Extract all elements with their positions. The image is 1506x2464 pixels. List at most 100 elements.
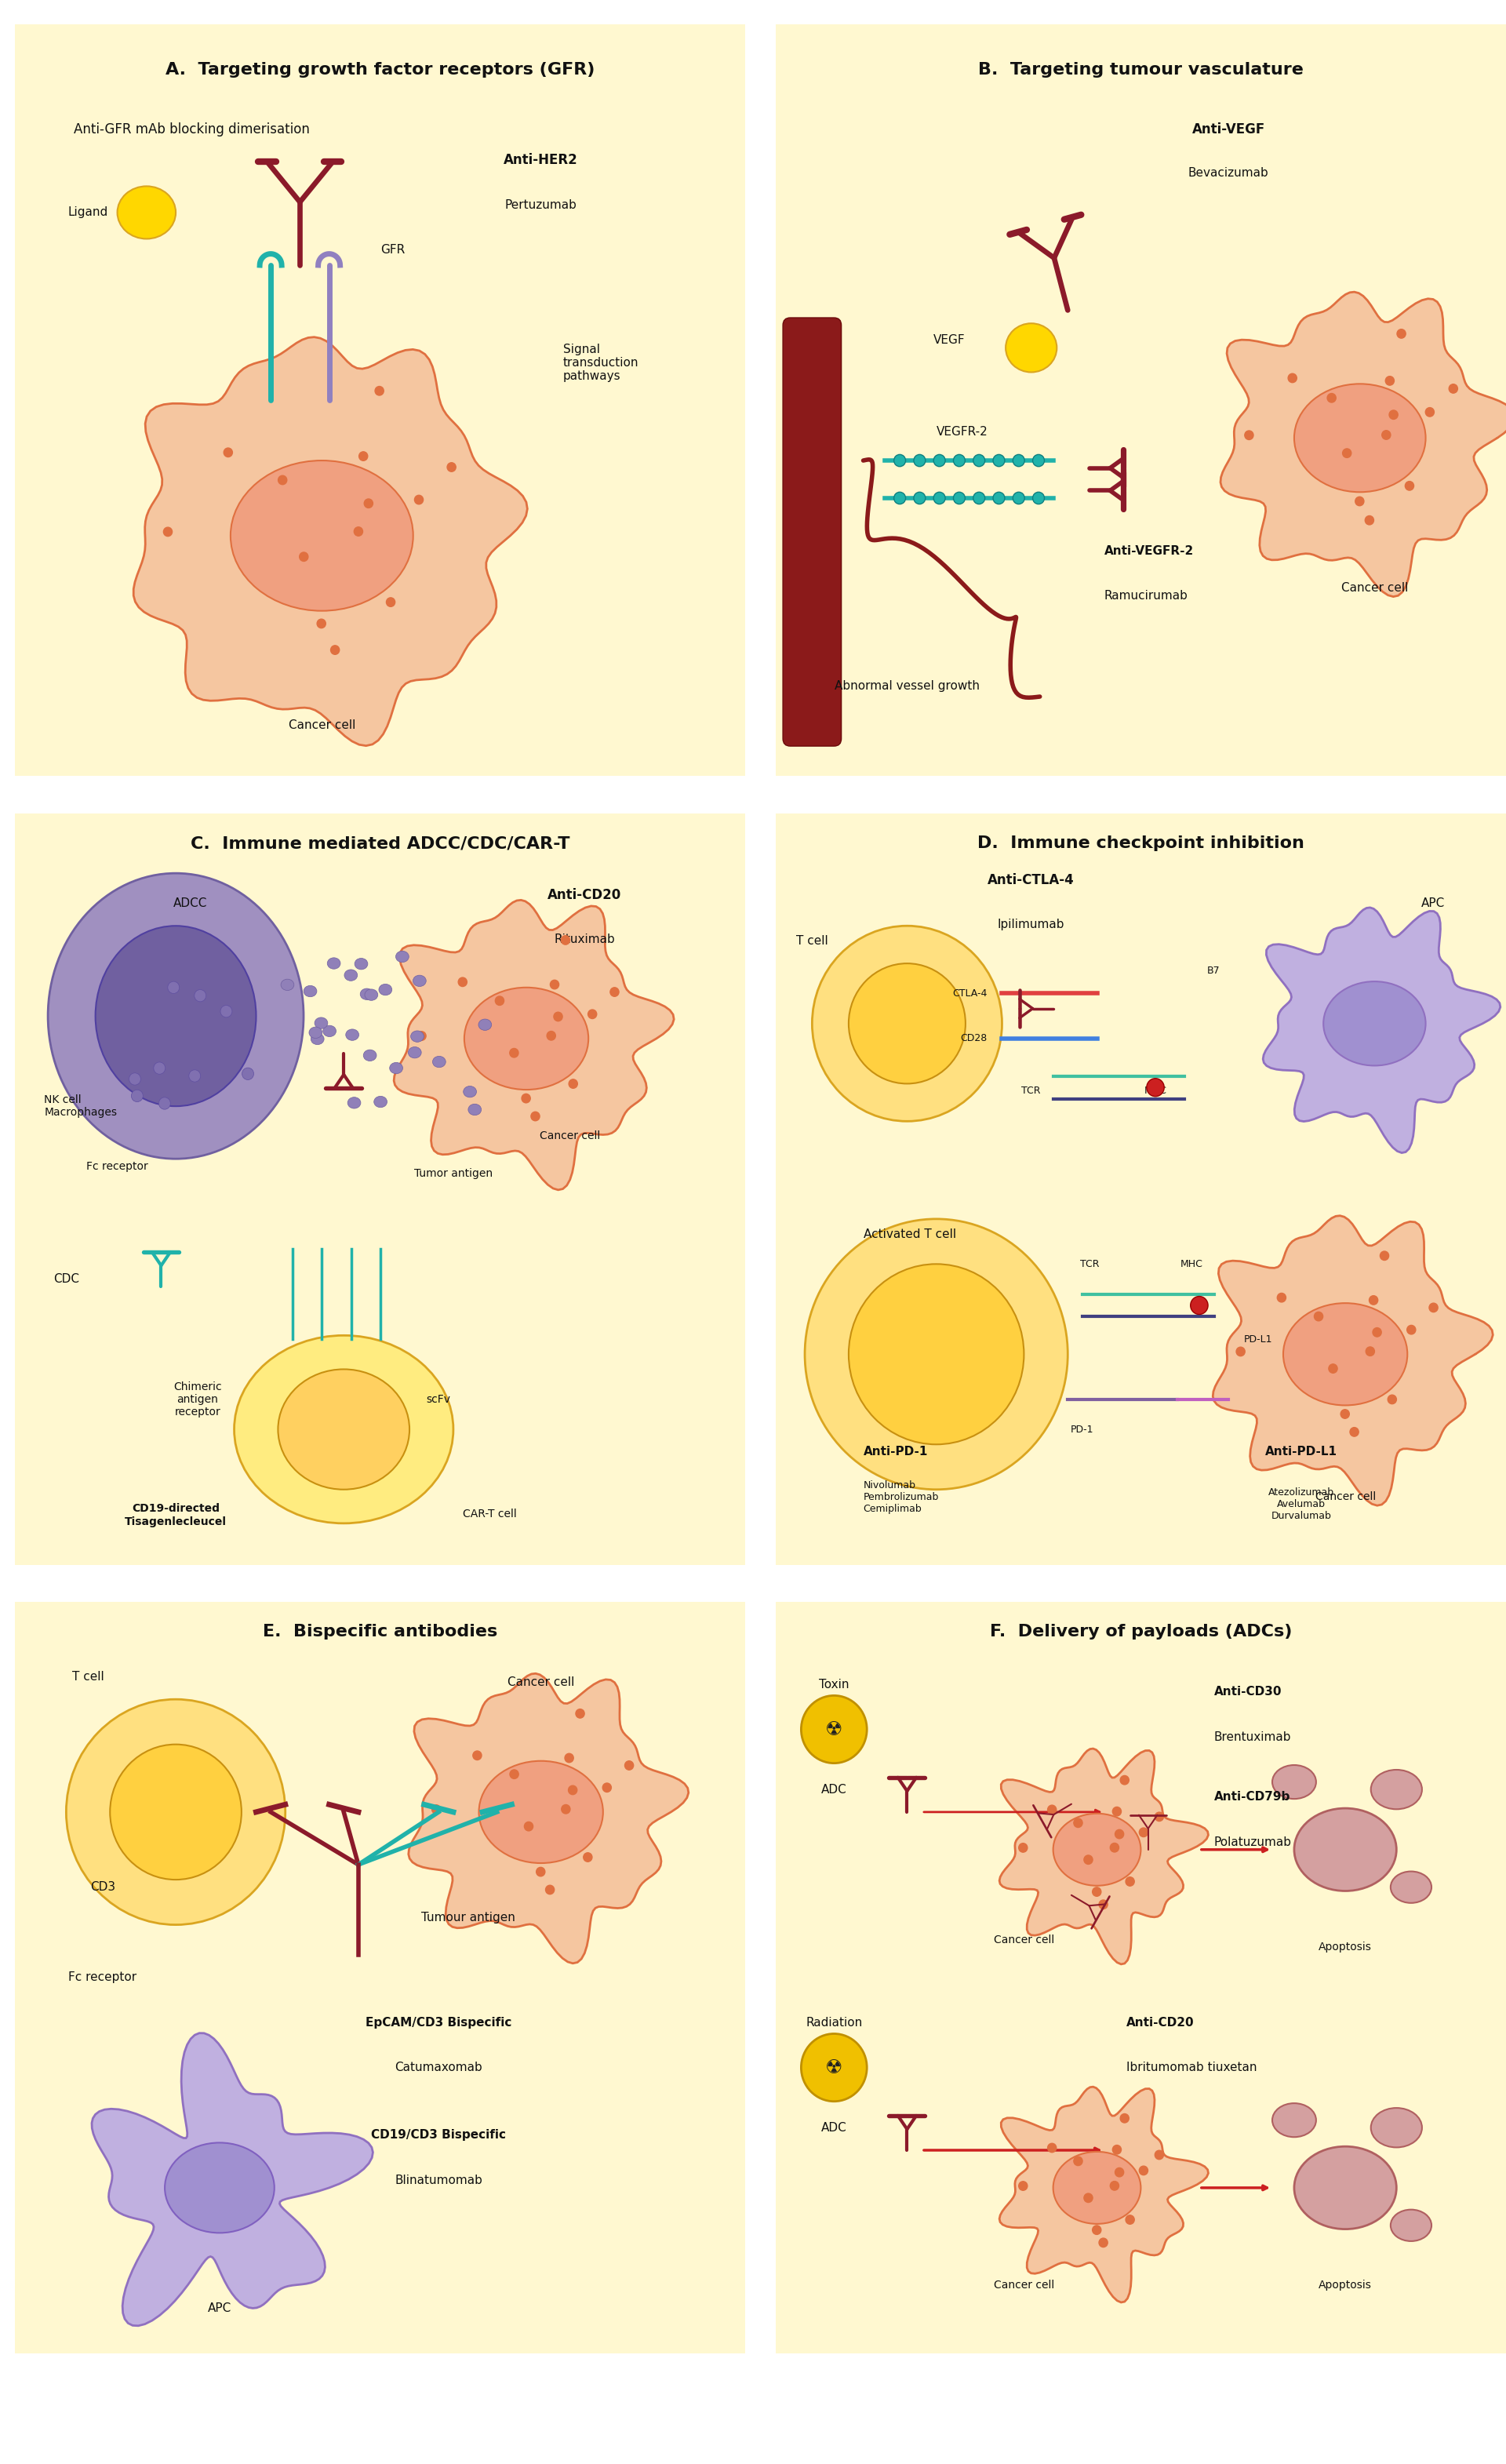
Circle shape: [1146, 1079, 1164, 1096]
Text: Toxin: Toxin: [819, 1678, 849, 1690]
Text: Nivolumab
Pembrolizumab
Cemiplimab: Nivolumab Pembrolizumab Cemiplimab: [863, 1481, 938, 1513]
Text: Apoptosis: Apoptosis: [1319, 1942, 1372, 1954]
Ellipse shape: [95, 926, 256, 1106]
Circle shape: [358, 451, 367, 461]
Circle shape: [562, 936, 569, 944]
Ellipse shape: [117, 187, 176, 239]
Polygon shape: [1220, 291, 1506, 596]
Circle shape: [279, 476, 288, 485]
Circle shape: [812, 926, 1001, 1121]
Circle shape: [895, 453, 905, 466]
Circle shape: [458, 978, 467, 986]
Ellipse shape: [1294, 2146, 1396, 2230]
Ellipse shape: [408, 1047, 422, 1057]
Circle shape: [331, 646, 339, 655]
Circle shape: [1389, 409, 1398, 419]
Circle shape: [1449, 384, 1458, 394]
Text: PD-1: PD-1: [1071, 1424, 1093, 1434]
Text: Anti-VEGFR-2: Anti-VEGFR-2: [1104, 545, 1194, 557]
Text: ☢: ☢: [825, 1720, 843, 1740]
Circle shape: [973, 453, 985, 466]
Circle shape: [610, 988, 619, 995]
Polygon shape: [1212, 1215, 1492, 1506]
Text: APC: APC: [208, 2301, 232, 2314]
Circle shape: [167, 981, 179, 993]
Circle shape: [953, 453, 965, 466]
Ellipse shape: [280, 978, 294, 991]
Circle shape: [414, 495, 423, 505]
Circle shape: [110, 1745, 241, 1880]
Circle shape: [511, 1769, 518, 1779]
Circle shape: [1387, 1395, 1396, 1404]
Circle shape: [583, 1853, 592, 1863]
Ellipse shape: [1006, 323, 1057, 372]
Ellipse shape: [464, 1087, 476, 1096]
Circle shape: [1092, 1887, 1101, 1897]
Circle shape: [164, 527, 172, 537]
Circle shape: [1018, 1843, 1027, 1853]
Ellipse shape: [309, 1027, 322, 1037]
Ellipse shape: [413, 976, 426, 986]
Circle shape: [1125, 1878, 1134, 1885]
Text: Fc receptor: Fc receptor: [69, 1971, 137, 1984]
Text: Atezolizumab
Avelumab
Durvalumab: Atezolizumab Avelumab Durvalumab: [1268, 1488, 1334, 1520]
Circle shape: [1327, 394, 1336, 402]
Text: Signal
transduction
pathways: Signal transduction pathways: [563, 342, 639, 382]
FancyBboxPatch shape: [8, 17, 753, 784]
Ellipse shape: [1324, 981, 1426, 1064]
Text: Ramucirumab: Ramucirumab: [1104, 589, 1188, 601]
Circle shape: [509, 1047, 518, 1057]
Ellipse shape: [373, 1096, 387, 1106]
Circle shape: [895, 493, 905, 505]
Ellipse shape: [310, 1032, 324, 1045]
Circle shape: [1018, 2181, 1027, 2190]
Circle shape: [1364, 515, 1373, 525]
Circle shape: [1236, 1348, 1245, 1355]
Text: Tumor antigen: Tumor antigen: [414, 1168, 492, 1180]
Ellipse shape: [315, 1018, 328, 1027]
Circle shape: [386, 599, 395, 606]
Text: ADC: ADC: [821, 2122, 846, 2134]
Text: Bevacizumab: Bevacizumab: [1188, 168, 1268, 180]
Text: NK cell
Macrophages: NK cell Macrophages: [44, 1094, 117, 1119]
Text: VEGFR-2: VEGFR-2: [937, 426, 988, 439]
Text: CD28: CD28: [961, 1032, 988, 1045]
Ellipse shape: [1283, 1303, 1408, 1404]
Text: Anti-PD-1: Anti-PD-1: [863, 1446, 928, 1459]
Circle shape: [1099, 2237, 1108, 2247]
Text: Fc receptor: Fc receptor: [86, 1161, 148, 1173]
Ellipse shape: [479, 1020, 491, 1030]
Circle shape: [473, 1752, 482, 1759]
Text: Pertuzumab: Pertuzumab: [505, 200, 577, 212]
Ellipse shape: [479, 1762, 602, 1863]
Circle shape: [1014, 453, 1024, 466]
Ellipse shape: [1370, 1769, 1422, 1809]
Text: Radiation: Radiation: [806, 2016, 863, 2028]
Text: ADCC: ADCC: [173, 897, 208, 909]
Text: CTLA-4: CTLA-4: [953, 988, 988, 998]
Ellipse shape: [1390, 2210, 1432, 2242]
Circle shape: [1033, 493, 1044, 505]
Circle shape: [1315, 1311, 1322, 1321]
Polygon shape: [1000, 1749, 1208, 1964]
Circle shape: [1014, 493, 1024, 505]
Text: CD19-directed
Tisagenlecleucel: CD19-directed Tisagenlecleucel: [125, 1503, 227, 1528]
Text: CD19/CD3 Bispecific: CD19/CD3 Bispecific: [372, 2129, 506, 2141]
Circle shape: [992, 493, 1005, 505]
Circle shape: [188, 1069, 200, 1082]
Text: CDC: CDC: [53, 1274, 80, 1284]
Circle shape: [495, 995, 505, 1005]
Circle shape: [1405, 480, 1414, 490]
Circle shape: [532, 1111, 539, 1121]
Circle shape: [587, 1010, 596, 1018]
Circle shape: [300, 552, 309, 562]
Circle shape: [524, 1821, 533, 1831]
Circle shape: [1155, 1811, 1164, 1821]
Ellipse shape: [233, 1335, 453, 1523]
Text: APC: APC: [1422, 897, 1444, 909]
Text: Ibritumomab tiuxetan: Ibritumomab tiuxetan: [1126, 2062, 1258, 2072]
Circle shape: [1048, 1806, 1056, 1814]
Text: Cancer cell: Cancer cell: [994, 1934, 1054, 1944]
Text: T cell: T cell: [72, 1671, 104, 1683]
Circle shape: [565, 1754, 574, 1762]
